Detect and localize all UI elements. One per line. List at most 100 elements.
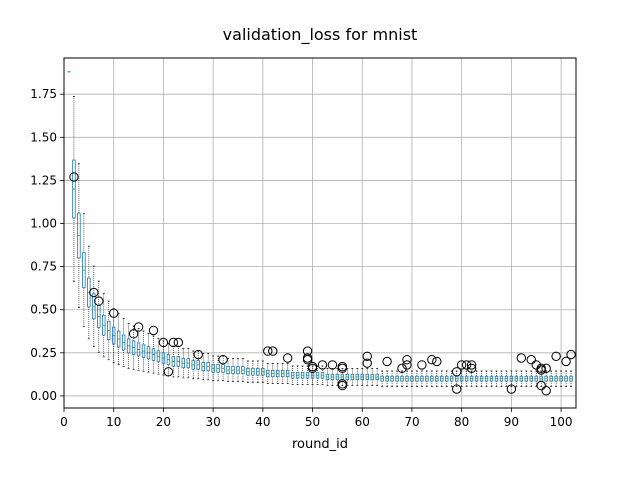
box-round-85 [484,370,489,387]
data-layer [67,71,576,396]
outlier-point [466,363,477,374]
outlier-point [566,349,576,360]
box-round-87 [494,370,499,387]
outlier-point [451,367,462,377]
box-round-43 [276,363,280,384]
box-round-24 [181,348,186,379]
outlier-point [402,360,412,370]
box-round-14 [131,325,136,370]
outlier-point [337,363,348,374]
box-round-26 [191,350,195,380]
y-tick-label: 0.75 [30,260,57,274]
outlier-point [282,353,293,363]
box-round-68 [400,370,404,387]
outlier-point [536,365,546,375]
outlier-point [531,360,541,370]
box-round-90 [509,370,514,387]
box-round-54 [330,368,335,386]
box-round-32 [221,355,225,382]
box-round-8 [102,293,106,358]
box-round-22 [171,345,176,378]
y-tick-label: 1.25 [30,173,57,187]
chart-title: validation_loss for mnist [223,25,418,45]
box-round-80 [459,370,464,387]
outlier-point [302,355,313,365]
x-tick-label: 30 [205,415,220,429]
outlier-point [461,360,472,370]
box-round-28 [201,353,205,381]
box-round-30 [211,355,215,382]
plot-frame [63,57,577,409]
box-round-9 [107,300,111,361]
x-tick-label: 60 [355,415,370,429]
outlier-point [94,296,104,306]
box-round-23 [176,345,181,378]
box-round-102 [569,370,573,387]
box-round-99 [554,370,558,387]
box-round-82 [469,370,474,387]
box-round-84 [479,370,484,387]
box-round-31 [216,355,220,382]
x-tick-label: 90 [504,415,519,429]
box-round-58 [350,368,355,386]
box-round-37 [246,360,250,383]
box-round-71 [415,370,419,387]
box-round-34 [231,358,235,383]
outlier-point [432,356,442,367]
y-tick-label: 0.00 [30,389,57,403]
x-tick-label: 80 [454,415,469,429]
x-axis-label: round_id [292,437,348,452]
box-round-91 [514,370,519,387]
outlier-point [268,346,278,356]
box-round-77 [445,370,449,387]
box-round-42 [271,363,275,384]
outlier-point [456,360,467,370]
box-round-94 [529,370,533,387]
box-round-55 [335,368,340,386]
box-round-18 [151,335,156,374]
box-round-10 [112,308,116,363]
box-round-65 [385,370,389,387]
box-round-74 [430,370,434,387]
outlier-point [148,325,159,336]
outlier-point [536,380,546,391]
outlier-point [337,380,348,391]
box-round-92 [519,370,524,387]
box-round-62 [370,368,374,386]
box-round-81 [464,370,469,387]
box-round-41 [266,363,270,384]
outlier-point [382,356,392,367]
outlier-point [427,355,437,365]
outlier-point [173,337,184,348]
x-tick-label: 20 [156,415,171,429]
x-tick-label: 70 [404,415,419,429]
box-round-36 [241,358,245,383]
box-round-100 [559,370,563,387]
box-round-21 [166,343,171,377]
box-round-44 [281,363,285,384]
outlier-point [317,360,328,370]
box-round-73 [425,370,429,387]
box-round-33 [226,358,230,383]
box-round-48 [300,365,305,385]
box-round-13 [126,323,131,369]
box-round-83 [474,370,479,387]
box-round-19 [156,338,161,375]
box-round-11 [116,313,121,365]
box-round-75 [435,370,439,387]
box-round-20 [161,340,166,376]
box-round-59 [355,368,359,386]
outlier-point [417,360,427,370]
y-tick-label: 1.50 [30,130,57,144]
outlier-point [307,361,318,372]
outlier-point [218,355,228,365]
box-round-39 [256,360,260,383]
box-round-53 [325,368,330,386]
box-round-38 [251,360,255,383]
outlier-point [133,322,144,332]
box-round-16 [141,330,146,372]
box-round-61 [365,368,369,386]
outlier-point [506,384,517,394]
box-round-78 [450,370,454,387]
